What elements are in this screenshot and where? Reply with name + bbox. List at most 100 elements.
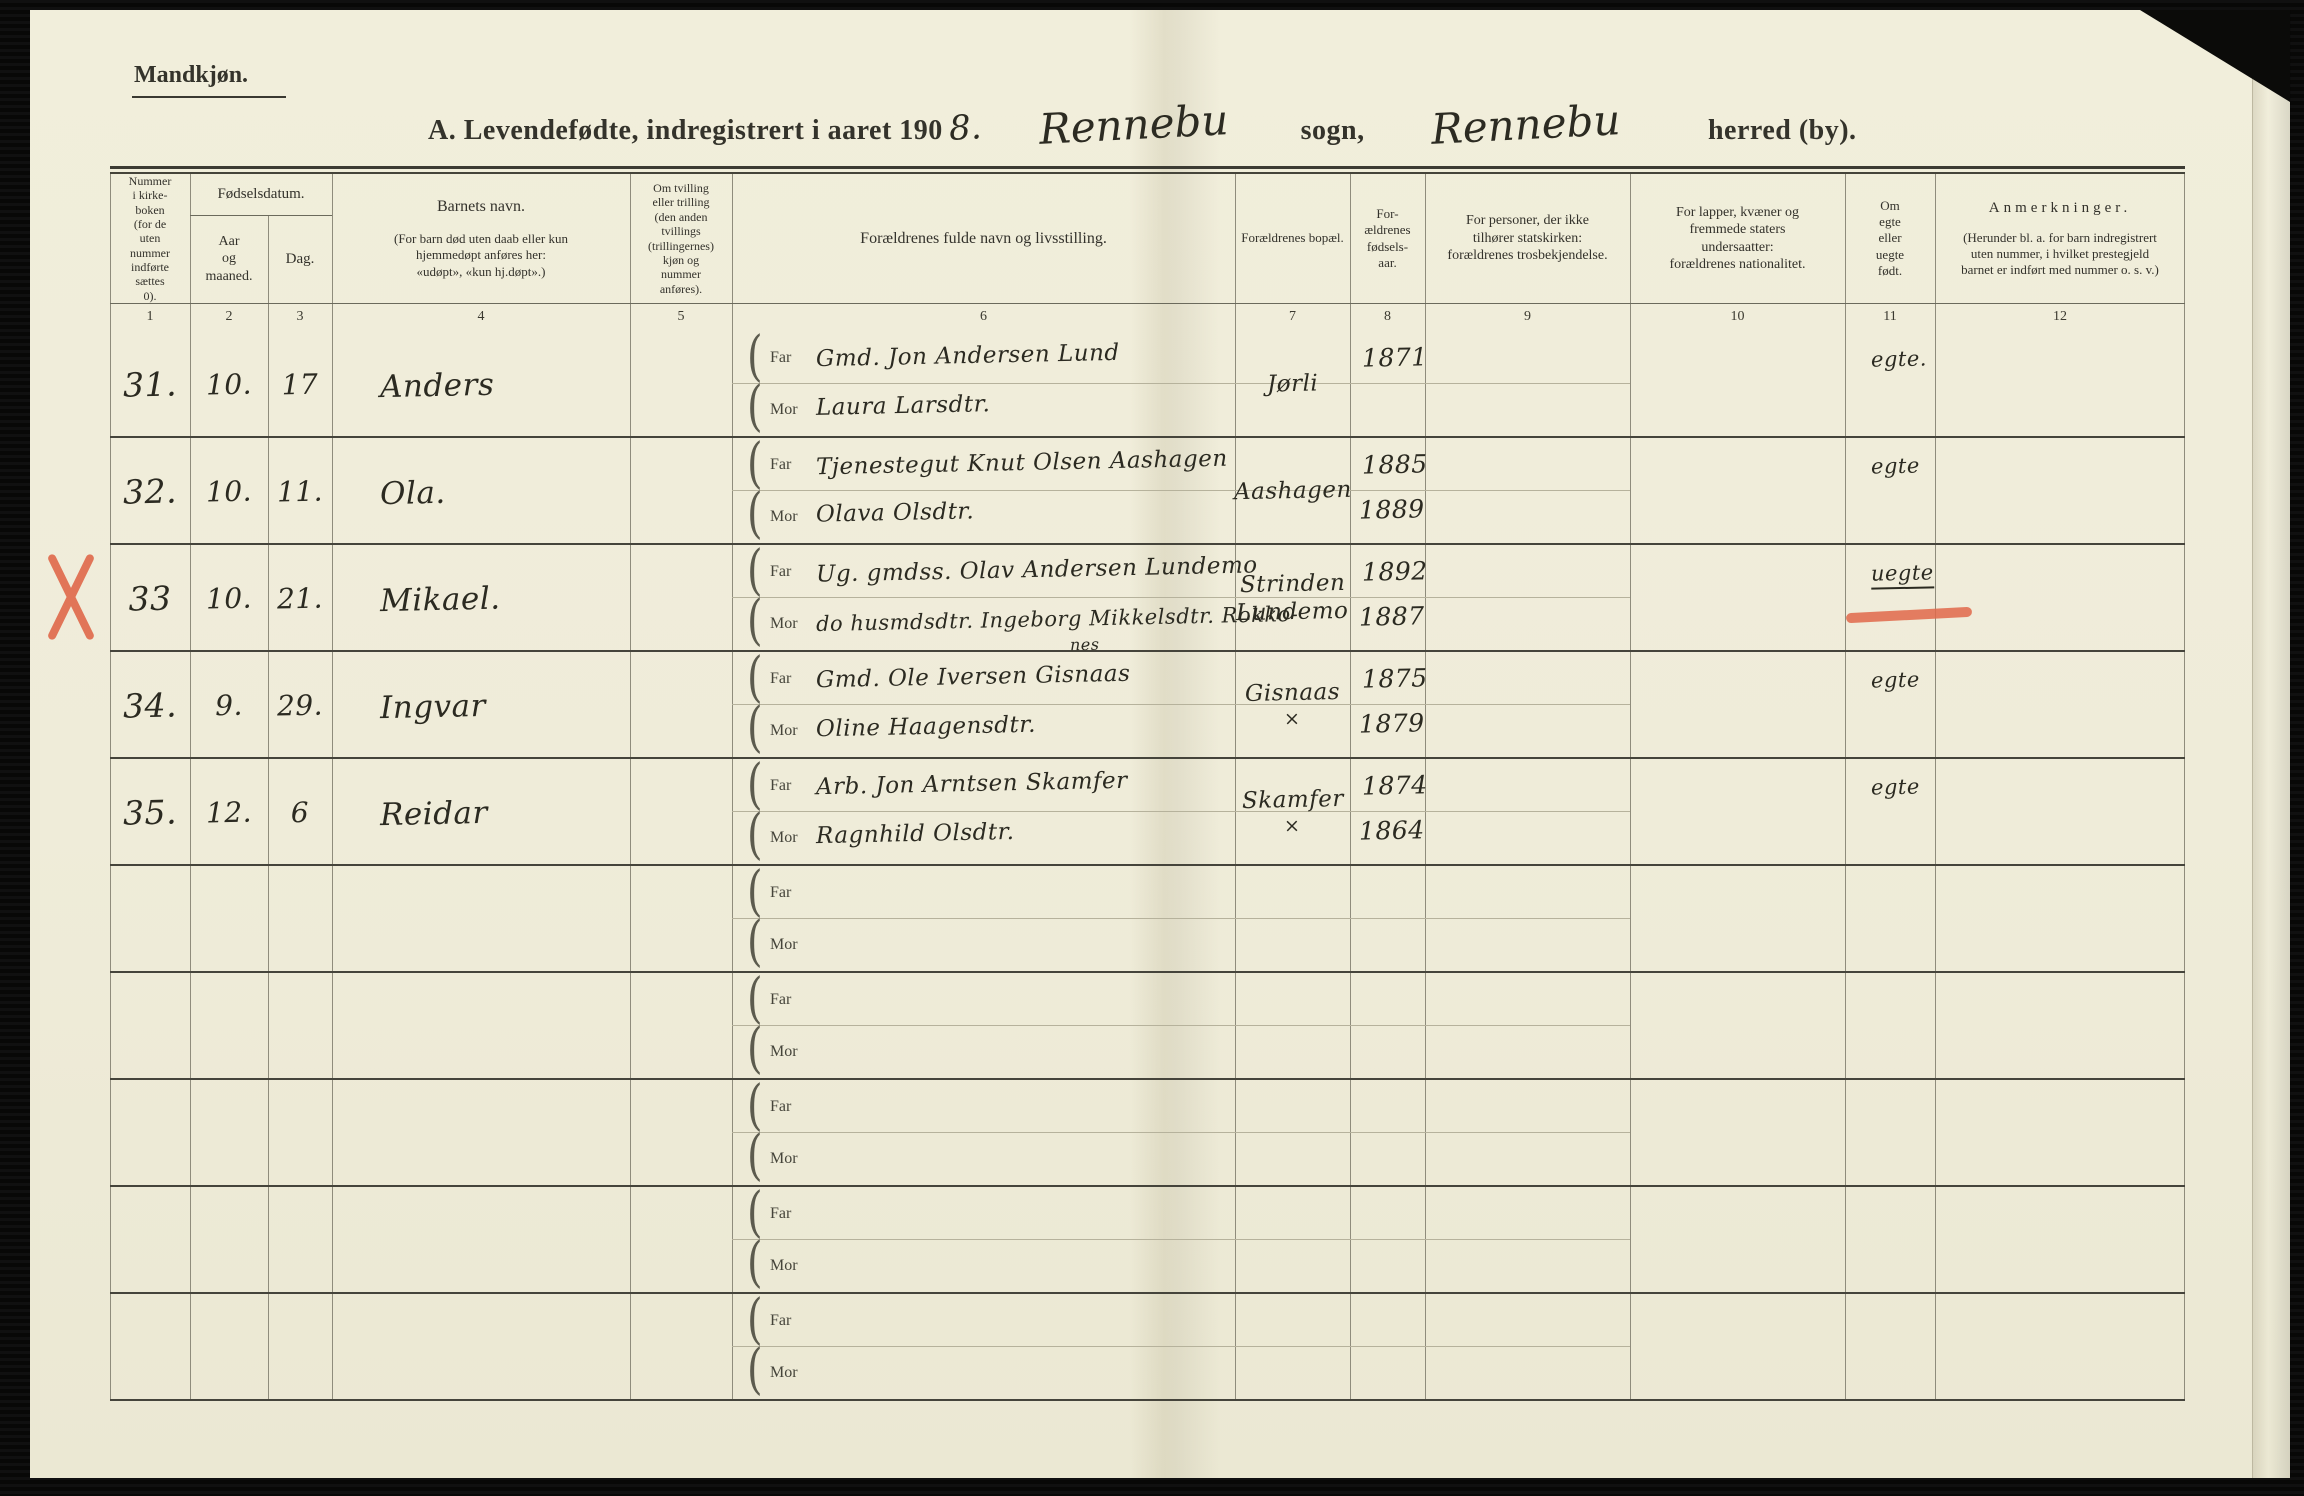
father-birth-year: 1874 [1361,770,1428,801]
curly-brace-icon: ( [747,860,763,924]
curly-brace-icon: ( [747,1231,763,1295]
parents-cell: ( ( Far Mor [732,1075,1235,1188]
birthyear-cell: 1874 1864 [1350,759,1428,866]
page-title: A. Levendefødte, indregistrert i aaret 1… [428,95,1857,154]
residence-cell: Jørli [1235,331,1350,438]
birth-month: 9. [214,688,244,723]
red-cross-mark [40,553,102,641]
residence-cell: Strinden Lundemo [1235,545,1350,652]
birth-day: 21. [276,581,324,616]
birth-register-table: Nummer i kirke- boken (for de uten numme… [110,166,2185,1403]
header-remarks-title: Anmerkninger. [1988,199,2132,216]
sogn-label: sogn, [1300,115,1365,146]
header-nationality: For lapper, kvæner og fremmede staters u… [1669,204,1806,273]
curly-brace-icon: ( [747,1181,763,1245]
curly-brace-icon: ( [747,325,763,389]
residence-primary: Gisnaas [1244,679,1341,708]
birthyear-cell: 1892 1887 [1350,545,1428,652]
birth-month: 12. [205,795,253,830]
birth-day: 6 [290,795,310,830]
parish-name-handwritten: Rennebu [1038,95,1230,154]
curly-brace-icon: ( [747,1338,763,1402]
parents-cell: ( ( Far Mor Gmd. Jon Andersen Lund Laura… [732,326,1235,438]
far-label: Far [770,1205,792,1222]
header-child-name-sub: (For barn død uten daab eller kun hjemme… [393,231,568,279]
curly-brace-icon: ( [747,967,763,1031]
curly-brace-icon: ( [747,696,763,760]
father-name: Tjenestegut Knut Olsen Aashagen [815,445,1228,481]
header-legitimacy: Om egte eller uegte født. [1875,197,1905,278]
table-row: 32. 10. 11. Ola. ( ( Far Mor Tjenestegut… [110,433,2185,546]
header-number-col: Nummer i kirke- boken (for de uten numme… [128,173,172,303]
column-number: 5 [677,309,685,324]
parents-cell: ( ( Far Mor [732,968,1235,1080]
birth-month: 10. [205,367,253,402]
title-printed-prefix: A. Levendefødte, indregistrert i aaret 1… [428,115,943,146]
father-name: Gmd. Ole Iversen Gisnaas [815,660,1131,694]
legitimacy-value: egte [1870,774,1920,800]
paper-sheet: Mandkjøn. A. Levendefødte, indregistrert… [30,10,2291,1478]
far-label: Far [770,777,792,794]
birth-day: 29. [276,688,324,723]
table-row: ( ( Far Mor [110,861,2185,973]
residence-primary: Strinden [1239,569,1346,599]
table-row: ( ( Far Mor [110,1075,2185,1188]
legitimacy-value: egte [1870,453,1920,479]
header-child-name: Barnets navn. (For barn død uten daab el… [332,174,630,303]
father-name: Ug. gmdss. Olav Andersen Lundemo [815,552,1258,588]
mother-birth-year: 1887 [1358,601,1425,632]
entry-number: 33 [128,578,172,619]
far-label: Far [770,1098,792,1115]
far-label: Far [770,456,792,473]
far-label: Far [770,349,792,366]
residence-primary: Jørli [1266,370,1319,398]
birth-day: 11. [276,474,324,509]
grid-line [110,303,2185,304]
child-name: Ingvar [379,687,487,726]
father-birth-year: 1871 [1361,342,1428,373]
title-year-handwritten: 8. [947,107,983,149]
header-child-name-title: Barnets navn. [437,198,525,216]
curly-brace-icon: ( [747,646,763,710]
mother-name: Ragnhild Olsdtr. [815,818,1015,850]
curly-brace-icon: ( [747,482,763,546]
mother-birth-year: 1879 [1358,708,1425,739]
parents-cell: ( ( Far Mor Arb. Jon Arntsen Skamfer Rag… [732,754,1235,866]
residence-primary: Skamfer [1241,786,1344,815]
parents-cell: ( ( Far Mor [732,1182,1235,1295]
column-number: 6 [980,309,987,324]
header-parents-name: Forældrenes fulde navn og livsstilling. [860,229,1107,247]
herred-label: herred (by). [1707,115,1857,146]
table-row: ( ( Far Mor [110,1182,2185,1295]
grid-line [110,172,2185,174]
residence-cell: Aashagen [1233,438,1351,545]
column-number: 3 [296,309,304,324]
residence-ditto-mark: × [1284,707,1301,731]
header-birthdate: Fødselsdatum. [217,186,305,203]
parents-cell: ( ( Far Mor [732,1289,1235,1402]
curly-brace-icon: ( [747,753,763,817]
legitimacy-cell: egte [1845,759,1935,866]
child-name: Anders [379,366,495,405]
father-birth-year: 1885 [1361,449,1428,480]
father-birth-year: 1892 [1361,556,1428,587]
table-row: 35. 12. 6 Reidar ( ( Far Mor Arb. Jon Ar… [110,754,2185,866]
parents-cell: ( ( Far Mor Tjenestegut Knut Olsen Aasha… [732,433,1235,546]
far-label: Far [770,991,792,1008]
curly-brace-icon: ( [747,1124,763,1188]
grid-line [110,166,2185,169]
parents-cell: ( ( Far Mor Gmd. Ole Iversen Gisnaas Oli… [732,647,1235,760]
mor-label: Mor [770,829,798,846]
birthyear-cell: 1871 [1350,331,1428,438]
father-name: Arb. Jon Arntsen Skamfer [815,767,1128,801]
birthyear-cell: 1885 1889 [1350,438,1428,545]
mother-birth-year: 1889 [1358,494,1425,525]
header-remarks: Anmerkninger. (Herunder bl. a. for barn … [1935,174,2185,303]
page-edge [2252,10,2291,1478]
birth-month: 10. [205,581,253,616]
table-row: ( ( Far Mor [110,968,2185,1080]
mor-label: Mor [770,1257,798,1274]
birthyear-cell: 1875 1879 [1350,652,1428,759]
column-number: 1 [146,309,154,324]
